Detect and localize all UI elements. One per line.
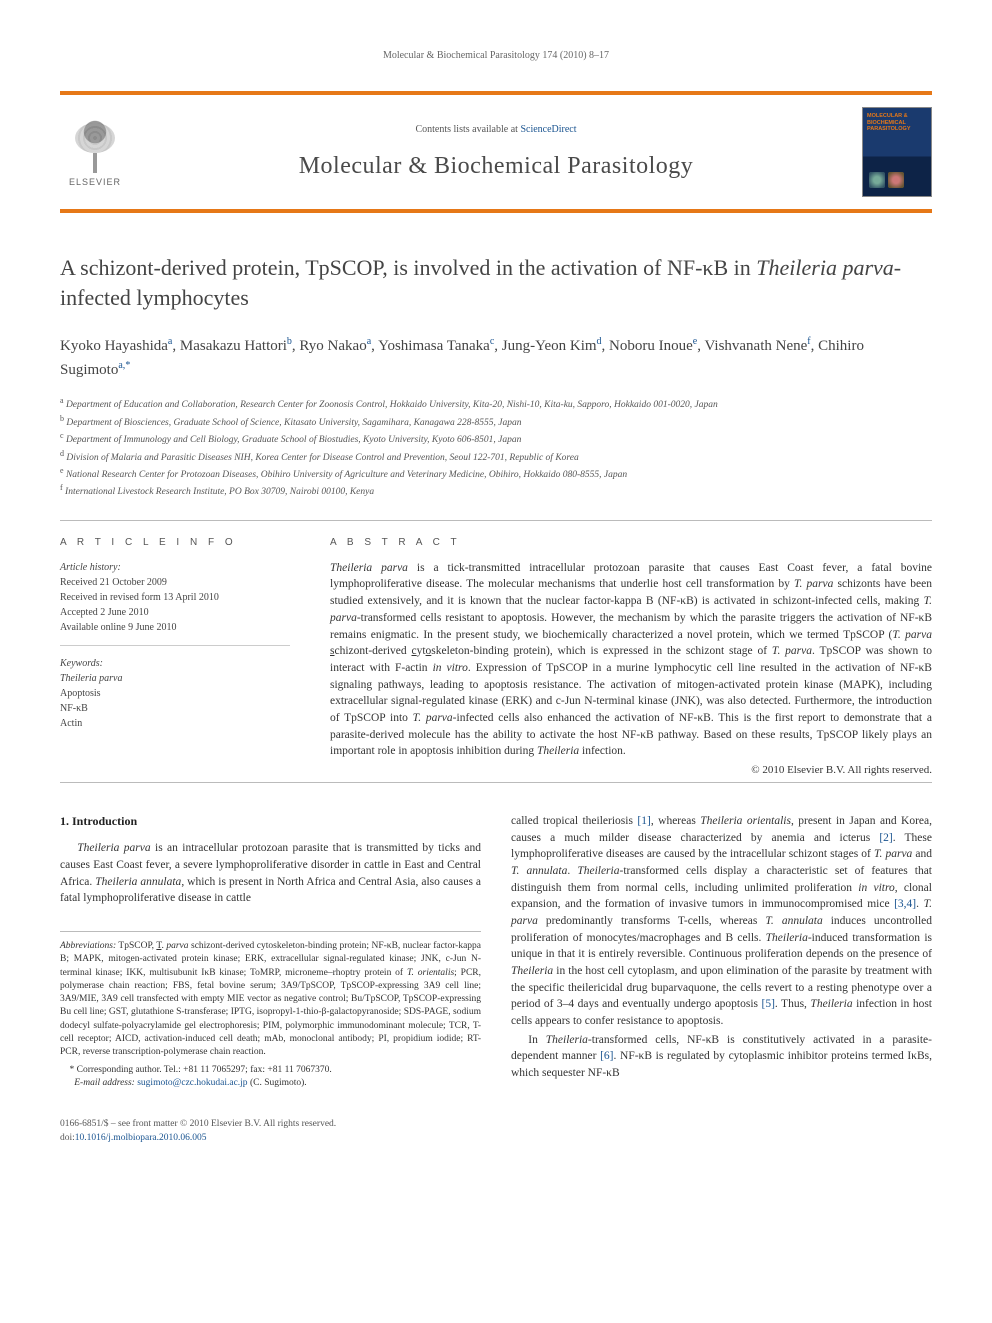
contents-prefix: Contents lists available at	[415, 124, 520, 135]
sciencedirect-link[interactable]: ScienceDirect	[520, 124, 576, 135]
corresponding-mark: *	[125, 360, 130, 371]
abbreviations-footnote: Abbreviations: TpSCOP, T. parva schizont…	[60, 940, 481, 1060]
abstract-text: Theileria parva is a tick-transmitted in…	[330, 560, 932, 760]
affiliation-line: e National Research Center for Protozoan…	[60, 465, 932, 482]
corr-label: * Corresponding author.	[70, 1065, 164, 1075]
affiliations-block: a Department of Education and Collaborat…	[60, 395, 932, 499]
intro-para-2: called tropical theileriosis [1], wherea…	[511, 813, 932, 1030]
abstract-heading: A B S T R A C T	[330, 537, 932, 548]
history-line: Received 21 October 2009	[60, 575, 290, 590]
journal-header: ELSEVIER Contents lists available at Sci…	[60, 91, 932, 213]
article-title: A schizont-derived protein, TpSCOP, is i…	[60, 253, 932, 312]
doi-link[interactable]: 10.1016/j.molbiopara.2010.06.005	[75, 1133, 207, 1143]
article-info-sidebar: A R T I C L E I N F O Article history: R…	[60, 537, 290, 776]
keyword-item: NF-κB	[60, 701, 290, 716]
corresponding-author-footnote: * Corresponding author. Tel.: +81 11 706…	[60, 1064, 481, 1077]
elsevier-logo: ELSEVIER	[60, 112, 130, 192]
author-list: Kyoko Hayashidaa, Masakazu Hattorib, Ryo…	[60, 334, 932, 381]
cover-title: MOLECULAR & BIOCHEMICAL PARASITOLOGY	[863, 108, 931, 138]
authors-text: Kyoko Hayashidaa, Masakazu Hattorib, Ryo…	[60, 338, 864, 378]
running-head: Molecular & Biochemical Parasitology 174…	[60, 50, 932, 61]
section-divider	[60, 520, 932, 521]
affiliation-line: a Department of Education and Collaborat…	[60, 395, 932, 412]
intro-para-3: In Theileria-transformed cells, NF-κB is…	[511, 1032, 932, 1082]
abstract-copyright: © 2010 Elsevier B.V. All rights reserved…	[330, 764, 932, 776]
history-line: Received in revised form 13 April 2010	[60, 590, 290, 605]
page-footer: 0166-6851/$ – see front matter © 2010 El…	[60, 1118, 932, 1145]
article-info-heading: A R T I C L E I N F O	[60, 537, 290, 548]
keyword-item: Actin	[60, 716, 290, 731]
keyword-item: Theileria parva	[60, 671, 290, 686]
info-divider	[60, 645, 290, 646]
corr-text: Tel.: +81 11 7065297; fax: +81 11 706737…	[164, 1065, 332, 1075]
history-label: Article history:	[60, 560, 290, 575]
issn-copyright-line: 0166-6851/$ – see front matter © 2010 El…	[60, 1118, 932, 1131]
keyword-item: Apoptosis	[60, 686, 290, 701]
footnotes-block: Abbreviations: TpSCOP, T. parva schizont…	[60, 931, 481, 1090]
abbrev-text: TpSCOP, T. parva schizont-derived cytosk…	[60, 941, 481, 1057]
column-left: 1. Introduction Theileria parva is an in…	[60, 813, 481, 1090]
doi-prefix: doi:	[60, 1133, 75, 1143]
title-part-1: A schizont-derived protein, TpSCOP, is i…	[60, 255, 756, 280]
cover-images	[869, 172, 904, 188]
body-two-columns: 1. Introduction Theileria parva is an in…	[60, 813, 932, 1090]
cover-thumb-icon	[888, 172, 904, 188]
history-line: Available online 9 June 2010	[60, 620, 290, 635]
affiliation-line: b Department of Biosciences, Graduate Sc…	[60, 413, 932, 430]
history-line: Accepted 2 June 2010	[60, 605, 290, 620]
intro-para-1: Theileria parva is an intracellular prot…	[60, 840, 481, 907]
header-center: Contents lists available at ScienceDirec…	[130, 124, 862, 180]
section-divider	[60, 782, 932, 783]
affiliation-line: f International Livestock Research Insti…	[60, 482, 932, 499]
doi-line: doi:10.1016/j.molbiopara.2010.06.005	[60, 1132, 932, 1145]
article-history-block: Article history: Received 21 October 200…	[60, 560, 290, 731]
publisher-name: ELSEVIER	[69, 177, 121, 187]
title-species: Theileria parva	[756, 255, 894, 280]
journal-name: Molecular & Biochemical Parasitology	[130, 153, 862, 180]
email-suffix: (C. Sugimoto).	[248, 1078, 307, 1088]
abstract-block: A B S T R A C T Theileria parva is a tic…	[330, 537, 932, 776]
column-right: called tropical theileriosis [1], wherea…	[511, 813, 932, 1090]
corresponding-email-link[interactable]: sugimoto@czc.hokudai.ac.jp	[137, 1078, 247, 1088]
email-footnote: E-mail address: sugimoto@czc.hokudai.ac.…	[60, 1077, 481, 1090]
affiliation-line: d Division of Malaria and Parasitic Dise…	[60, 448, 932, 465]
journal-cover-thumbnail: MOLECULAR & BIOCHEMICAL PARASITOLOGY	[862, 107, 932, 197]
abbrev-label: Abbreviations:	[60, 941, 116, 951]
section-1-heading: 1. Introduction	[60, 813, 481, 830]
email-label: E-mail address:	[74, 1078, 135, 1088]
affiliation-line: c Department of Immunology and Cell Biol…	[60, 430, 932, 447]
elsevier-tree-icon	[70, 118, 120, 173]
contents-available-line: Contents lists available at ScienceDirec…	[130, 124, 862, 135]
cover-thumb-icon	[869, 172, 885, 188]
keywords-label: Keywords:	[60, 656, 290, 671]
